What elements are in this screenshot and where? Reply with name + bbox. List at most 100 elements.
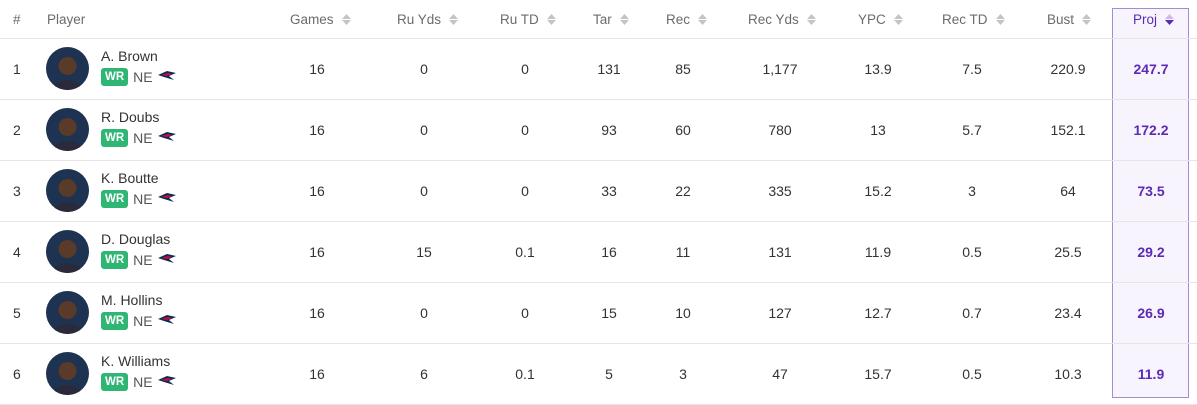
table-row[interactable]: 6 K. Williams WR NE 16 6 0.1 5 3 47 15.7 0.5 10.3 11.… <box>0 344 1197 405</box>
player-name[interactable]: K. Williams <box>101 353 171 369</box>
player-avatar[interactable] <box>46 291 89 334</box>
sort-icon <box>619 13 629 25</box>
header-rec-td[interactable]: Rec TD <box>942 0 1005 38</box>
sort-icon <box>893 13 903 25</box>
cell-ru-yds: 6 <box>420 366 428 382</box>
cell-rec: 11 <box>675 244 691 260</box>
rank-cell: 4 <box>13 244 21 260</box>
cell-rec-td: 0.5 <box>962 244 982 260</box>
proj-column-highlight <box>1112 8 1189 398</box>
header-bust[interactable]: Bust <box>1047 0 1092 38</box>
cell-rec-yds: 127 <box>768 305 792 321</box>
header-ru-yds[interactable]: Ru Yds <box>397 0 459 38</box>
team-abbr: NE <box>133 191 153 207</box>
cell-proj: 172.2 <box>1133 122 1169 138</box>
sort-icon <box>449 13 459 25</box>
header-rec-yds[interactable]: Rec Yds <box>748 0 816 38</box>
player-info: A. Brown WR NE <box>101 46 176 86</box>
cell-rec: 3 <box>679 366 687 382</box>
patriots-logo-icon <box>157 312 176 330</box>
cell-tar: 33 <box>601 183 617 199</box>
rank-cell: 3 <box>13 183 21 199</box>
sort-icon <box>341 13 351 25</box>
header-games[interactable]: Games <box>290 0 351 38</box>
cell-ru-td: 0.1 <box>515 366 535 382</box>
cell-ru-td: 0 <box>521 122 529 138</box>
header-tar[interactable]: Tar <box>593 0 629 38</box>
patriots-logo-icon <box>157 373 176 391</box>
table-header: # Player Games Ru Yds Ru TD Tar Rec Rec … <box>0 0 1197 39</box>
player-avatar[interactable] <box>46 169 89 212</box>
table-body: 1 A. Brown WR NE 16 0 0 131 85 1,177 13.9 7.5 220.9 2… <box>0 39 1197 405</box>
cell-proj: 26.9 <box>1137 305 1165 321</box>
cell-rec: 60 <box>675 122 691 138</box>
rank-cell: 1 <box>13 61 21 77</box>
player-name[interactable]: R. Doubs <box>101 109 160 125</box>
cell-ypc: 12.7 <box>864 305 892 321</box>
player-avatar[interactable] <box>46 47 89 90</box>
cell-tar: 93 <box>601 122 617 138</box>
cell-ypc: 13.9 <box>864 61 892 77</box>
sort-icon <box>1082 13 1092 25</box>
patriots-logo-icon <box>157 190 176 208</box>
cell-ypc: 13 <box>870 122 886 138</box>
table-row[interactable]: 1 A. Brown WR NE 16 0 0 131 85 1,177 13.9 7.5 220.9 2… <box>0 39 1197 100</box>
header-rec[interactable]: Rec <box>666 0 708 38</box>
cell-rec-yds: 1,177 <box>762 61 798 77</box>
cell-rec-td: 3 <box>968 183 976 199</box>
cell-games: 16 <box>309 183 325 199</box>
sort-icon <box>995 13 1005 25</box>
player-name[interactable]: D. Douglas <box>101 231 171 247</box>
rank-cell: 6 <box>13 366 21 382</box>
sort-desc-icon <box>1165 13 1175 25</box>
table-row[interactable]: 2 R. Doubs WR NE 16 0 0 93 60 780 13 5.7 152.1 172.2 <box>0 100 1197 161</box>
header-player: Player <box>47 11 86 27</box>
cell-ru-yds: 0 <box>420 183 428 199</box>
cell-rec: 22 <box>675 183 691 199</box>
player-info: D. Douglas WR NE <box>101 229 176 269</box>
position-badge: WR <box>101 68 129 86</box>
header-ypc[interactable]: YPC <box>858 0 903 38</box>
sort-icon <box>806 13 816 25</box>
player-info: M. Hollins WR NE <box>101 290 176 330</box>
sort-icon <box>698 13 708 25</box>
cell-ypc: 11.9 <box>864 244 892 260</box>
cell-ru-td: 0 <box>521 305 529 321</box>
cell-bust: 10.3 <box>1054 366 1082 382</box>
player-avatar[interactable] <box>46 230 89 273</box>
cell-rec-td: 7.5 <box>962 61 982 77</box>
player-name[interactable]: M. Hollins <box>101 292 163 308</box>
table-row[interactable]: 3 K. Boutte WR NE 16 0 0 33 22 335 15.2 3 64 73.5 <box>0 161 1197 222</box>
rank-cell: 2 <box>13 122 21 138</box>
cell-bust: 23.4 <box>1054 305 1082 321</box>
player-avatar[interactable] <box>46 352 89 395</box>
cell-rec-td: 0.7 <box>962 305 982 321</box>
cell-proj: 11.9 <box>1137 366 1165 382</box>
header-proj[interactable]: Proj <box>1133 0 1175 38</box>
table-row[interactable]: 4 D. Douglas WR NE 16 15 0.1 16 11 131 11.9 0.5 25.5… <box>0 222 1197 283</box>
team-abbr: NE <box>133 130 153 146</box>
cell-ru-td: 0 <box>521 61 529 77</box>
player-avatar[interactable] <box>46 108 89 151</box>
patriots-logo-icon <box>157 68 176 86</box>
sort-icon <box>546 13 556 25</box>
team-abbr: NE <box>133 252 153 268</box>
position-badge: WR <box>101 312 129 330</box>
cell-rec-td: 5.7 <box>962 122 982 138</box>
position-badge: WR <box>101 129 129 147</box>
player-name[interactable]: A. Brown <box>101 48 158 64</box>
player-name[interactable]: K. Boutte <box>101 170 159 186</box>
cell-rec-yds: 780 <box>768 122 792 138</box>
position-badge: WR <box>101 373 129 391</box>
player-info: R. Doubs WR NE <box>101 107 176 147</box>
patriots-logo-icon <box>157 129 176 147</box>
cell-bust: 220.9 <box>1050 61 1086 77</box>
player-info: K. Boutte WR NE <box>101 168 176 208</box>
cell-ru-td: 0 <box>521 183 529 199</box>
header-ru-td[interactable]: Ru TD <box>500 0 556 38</box>
cell-games: 16 <box>309 366 325 382</box>
table-row[interactable]: 5 M. Hollins WR NE 16 0 0 15 10 127 12.7 0.7 23.4 26.… <box>0 283 1197 344</box>
cell-ypc: 15.7 <box>864 366 892 382</box>
cell-tar: 15 <box>601 305 617 321</box>
